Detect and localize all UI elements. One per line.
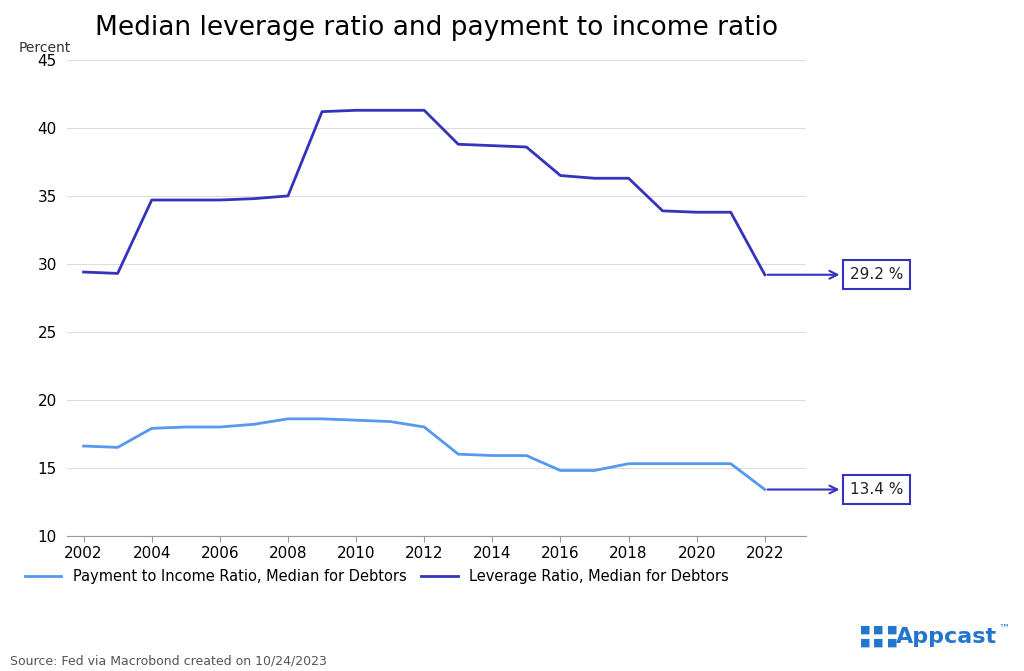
Text: ■: ■: [860, 625, 870, 634]
Text: ™: ™: [998, 625, 1010, 634]
Text: ■: ■: [873, 638, 884, 648]
Text: 29.2 %: 29.2 %: [768, 267, 903, 282]
Text: ■: ■: [887, 638, 897, 648]
Legend: Payment to Income Ratio, Median for Debtors, Leverage Ratio, Median for Debtors: Payment to Income Ratio, Median for Debt…: [19, 564, 735, 590]
Text: ■: ■: [873, 625, 884, 634]
Text: ■: ■: [887, 625, 897, 634]
Title: Median leverage ratio and payment to income ratio: Median leverage ratio and payment to inc…: [94, 15, 777, 41]
Text: ■: ■: [860, 638, 870, 648]
Text: 13.4 %: 13.4 %: [768, 482, 903, 497]
Text: Source: Fed via Macrobond created on 10/24/2023: Source: Fed via Macrobond created on 10/…: [10, 655, 327, 668]
Text: Appcast: Appcast: [896, 627, 997, 648]
Text: Percent: Percent: [18, 41, 71, 55]
